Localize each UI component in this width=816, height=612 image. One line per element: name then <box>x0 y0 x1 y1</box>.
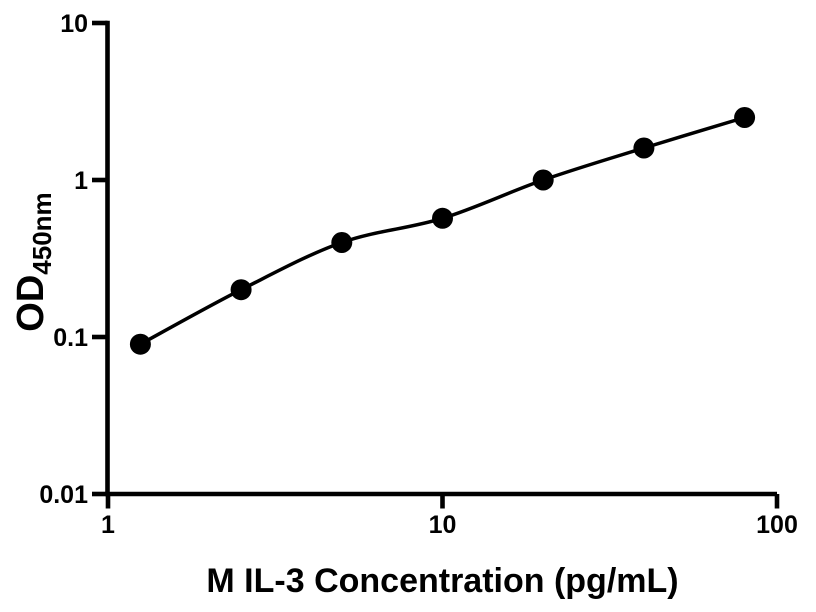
data-point <box>230 279 252 301</box>
data-series <box>129 107 756 355</box>
data-point <box>432 207 453 229</box>
y-axis-title-sub: 450nm <box>27 192 57 274</box>
y-tick-label: 1 <box>74 167 88 195</box>
x-axis-title: M IL-3 Concentration (pg/mL) <box>206 562 678 600</box>
x-tick-label: 10 <box>429 511 457 539</box>
data-point <box>129 333 151 355</box>
x-tick-label: 1 <box>101 511 115 539</box>
data-point <box>734 107 756 128</box>
y-tick-label: 10 <box>60 10 88 38</box>
fit-curve <box>138 115 747 346</box>
y-tick-label: 0.1 <box>53 324 88 352</box>
y-axis-title-main: OD <box>10 275 52 332</box>
data-point <box>532 169 554 191</box>
axes <box>92 20 780 509</box>
x-tick-label: 100 <box>756 511 798 539</box>
data-point <box>633 137 655 159</box>
tick-labels: 10 1 0.1 0.01 1 10 100 <box>39 10 798 539</box>
y-tick-label: 0.01 <box>39 481 88 509</box>
y-axis-title: OD450nm <box>10 192 57 331</box>
data-point <box>331 232 353 253</box>
